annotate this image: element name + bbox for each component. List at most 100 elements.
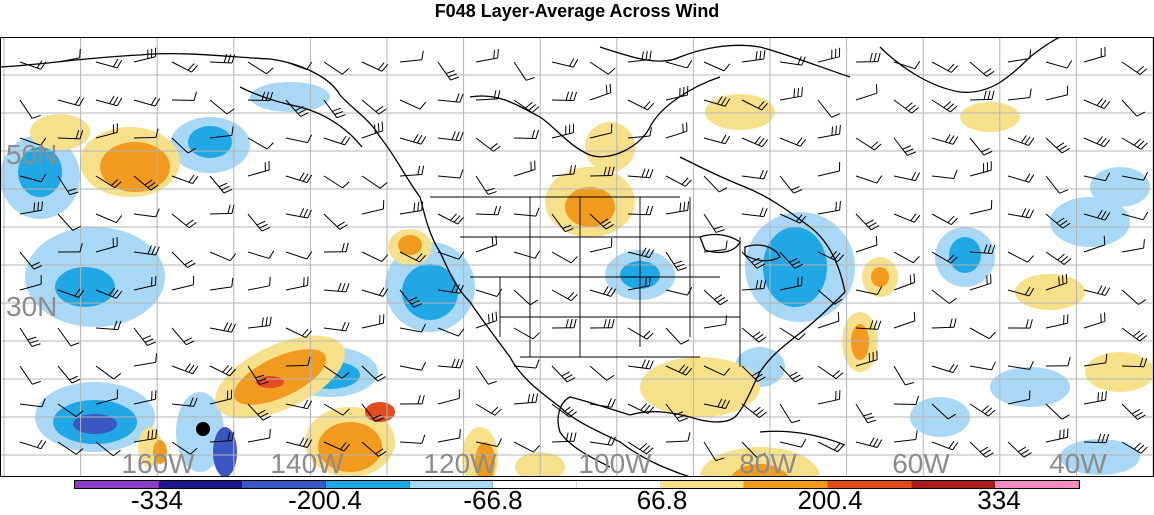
wind-barb: [476, 404, 501, 415]
wind-barb: [856, 53, 880, 62]
wind-barb: [172, 364, 198, 374]
neg-region: [1090, 167, 1150, 207]
wind-barb: [58, 214, 81, 230]
wind-barb: [552, 124, 574, 138]
wind-barb: [438, 131, 463, 140]
pos-region: [100, 142, 170, 192]
wind-barb: [210, 322, 236, 332]
wind-barb: [742, 208, 767, 217]
wind-barb: [362, 200, 384, 214]
lon-label: 80W: [739, 448, 797, 477]
wind-barb: [590, 398, 615, 407]
wind-barb: [970, 404, 995, 416]
wind-barb: [172, 175, 198, 184]
wind-barb: [362, 176, 387, 188]
neg-region: [188, 126, 232, 158]
wind-barb: [324, 136, 350, 145]
wind-barb: [20, 440, 46, 449]
wind-barb: [96, 96, 122, 106]
wind-barb: [514, 100, 539, 113]
wind-barb: [666, 432, 690, 442]
wind-barb: [476, 49, 498, 62]
lon-label: 140W: [270, 448, 344, 477]
wind-barb: [856, 438, 882, 448]
wind-barb: [1046, 428, 1068, 442]
wind-barb: [932, 319, 956, 328]
wind-barb: [970, 328, 996, 339]
wind-barb: [1122, 239, 1144, 252]
wind-barb: [1084, 137, 1110, 147]
wind-barb: [818, 390, 840, 404]
contour-fills: [0, 82, 1154, 477]
wind-barb: [248, 317, 271, 328]
wind-barb: [894, 138, 916, 155]
pos-region: [365, 402, 395, 422]
wind-barb: [894, 100, 919, 113]
wind-barb: [1008, 208, 1033, 218]
pos-region: [1015, 274, 1085, 310]
pos-region: [851, 324, 869, 360]
wind-barb: [1046, 357, 1070, 366]
wind-barb: [818, 162, 840, 176]
neg-region: [990, 367, 1070, 407]
wind-barb: [894, 172, 920, 181]
wind-barb: [1122, 100, 1145, 116]
wind-barb: [172, 276, 194, 290]
wind-barb: [400, 100, 426, 109]
wind-barb: [1008, 173, 1034, 182]
pos-region: [398, 235, 422, 255]
wind-barb: [172, 92, 196, 101]
wind-barb: [628, 169, 653, 178]
wind-barb: [514, 360, 539, 368]
wind-barb: [780, 328, 805, 340]
wind-barb: [894, 396, 919, 405]
lat-label: 50N: [6, 139, 57, 170]
wind-barb: [1122, 138, 1147, 149]
wind-barb: [476, 366, 497, 384]
wind-barb: [1046, 86, 1068, 100]
wind-barb: [818, 366, 843, 379]
wind-barb: [628, 100, 654, 110]
wind-barb: [552, 290, 577, 301]
lon-label: 160W: [121, 448, 195, 477]
lon-label: 100W: [578, 448, 652, 477]
wind-barb: [286, 208, 312, 218]
wind-barb: [590, 286, 616, 296]
wind-barb: [1046, 252, 1071, 264]
wind-barb: [666, 122, 687, 138]
pos-region: [565, 187, 615, 227]
wind-barb: [286, 252, 312, 259]
wind-barb: [970, 362, 995, 370]
wind-barb: [514, 442, 540, 452]
wind-barb: [438, 389, 459, 404]
station-marker: [196, 422, 210, 436]
colorbar-label: 66.8: [637, 486, 688, 514]
wind-barb: [172, 214, 196, 228]
latitude-labels: 50N 30N: [6, 139, 57, 322]
wind-barb: [438, 359, 463, 368]
wind-barb: [286, 173, 312, 183]
wind-barb: [400, 362, 426, 370]
wind-barb: [248, 161, 269, 176]
longitude-labels: 160W 140W 120W 100W 80W 60W 40W: [121, 448, 1107, 477]
wind-barb: [286, 276, 308, 290]
wind-barb: [1046, 176, 1068, 193]
wind-barb: [248, 429, 270, 442]
neg-region: [763, 227, 827, 307]
wind-barb: [1084, 98, 1110, 108]
lon-label: 60W: [892, 448, 950, 477]
wind-barb: [476, 236, 497, 252]
pos-region: [871, 267, 889, 287]
wind-barb: [780, 138, 806, 147]
wind-barb: [248, 138, 273, 149]
wind-barb: [324, 322, 349, 331]
wind-barb: [248, 277, 270, 290]
wind-barb: [400, 395, 424, 404]
colorbar-label: 200.4: [797, 486, 862, 514]
wind-barb: [514, 328, 539, 339]
wind-barb: [704, 62, 730, 71]
wind-barb: [286, 135, 312, 143]
wind-barb: [400, 435, 425, 444]
wind-barb: [856, 404, 876, 423]
wind-barb: [172, 328, 194, 345]
